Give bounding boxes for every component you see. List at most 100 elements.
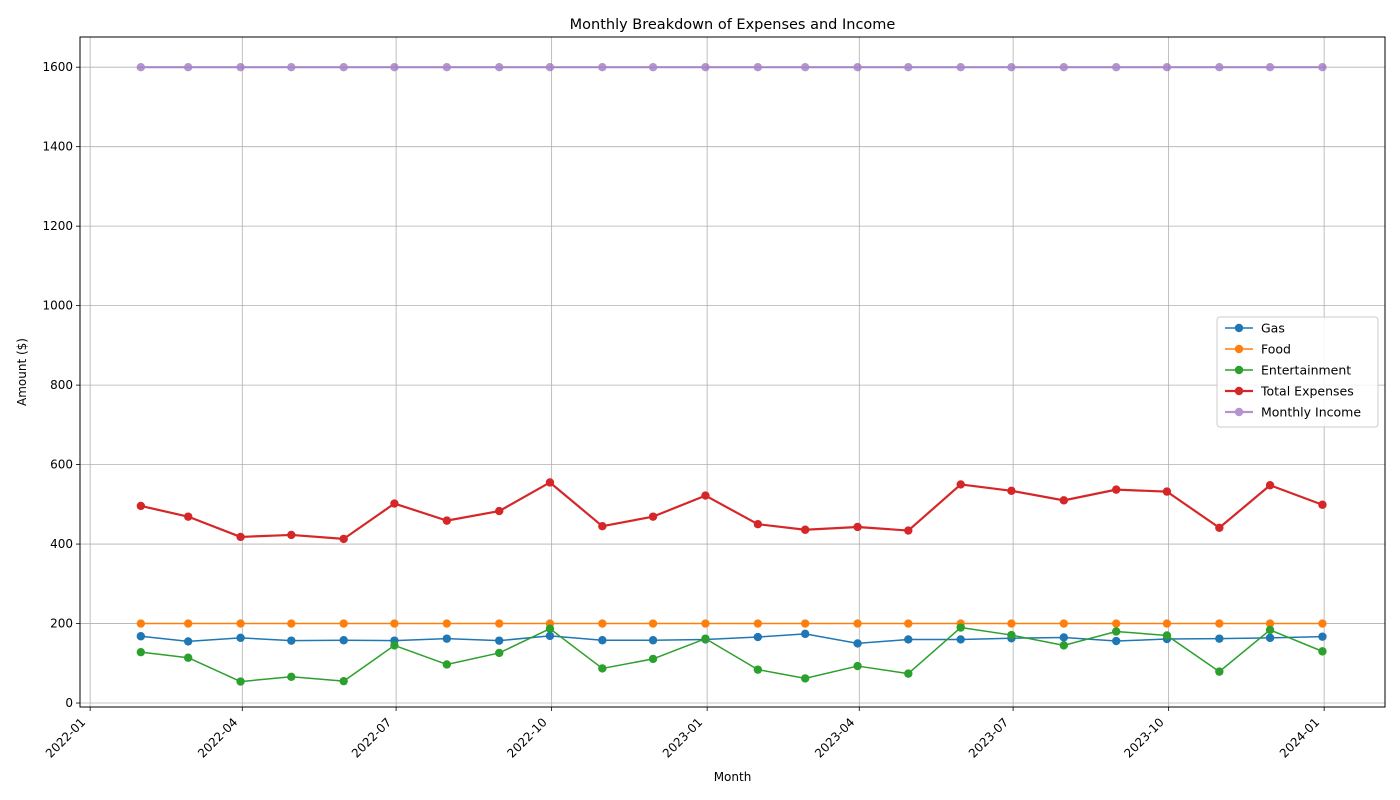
data-point bbox=[495, 648, 504, 658]
data-point bbox=[1215, 619, 1224, 628]
data-point bbox=[1318, 500, 1327, 509]
x-tick-label: 2022-10 bbox=[504, 715, 549, 760]
data-point bbox=[287, 62, 296, 72]
x-tick-label: 2023-01 bbox=[660, 715, 705, 760]
legend-label: Total Expenses bbox=[1260, 384, 1354, 399]
data-point bbox=[495, 506, 504, 516]
series-food bbox=[136, 619, 1327, 628]
data-point bbox=[442, 660, 452, 669]
y-tick-label: 600 bbox=[50, 458, 73, 472]
data-point bbox=[183, 62, 193, 72]
data-point bbox=[648, 619, 658, 628]
data-point bbox=[904, 635, 913, 644]
data-point bbox=[339, 636, 348, 645]
legend-swatch-marker bbox=[1234, 344, 1244, 354]
x-tick-label: 2022-01 bbox=[43, 715, 88, 760]
data-point bbox=[1112, 485, 1121, 494]
data-point bbox=[442, 619, 452, 628]
data-point bbox=[236, 633, 245, 643]
data-point bbox=[648, 62, 658, 72]
x-axis-ticks: 2022-01 2022-04 2022-07 2022-10 2023-01 2023-… bbox=[43, 707, 1325, 761]
y-tick-label: 1400 bbox=[42, 140, 73, 154]
x-tick-label: 2024-01 bbox=[1277, 715, 1322, 760]
legend-label: Gas bbox=[1261, 321, 1285, 336]
data-point bbox=[1059, 633, 1069, 642]
data-point bbox=[136, 632, 146, 641]
data-point bbox=[183, 653, 193, 662]
data-point bbox=[339, 534, 348, 544]
data-point bbox=[390, 62, 399, 72]
data-point bbox=[545, 631, 555, 641]
data-point bbox=[545, 624, 555, 633]
data-point bbox=[136, 501, 146, 511]
x-axis-label: Month bbox=[714, 770, 752, 784]
data-point bbox=[753, 619, 763, 628]
data-point bbox=[853, 62, 862, 72]
x-tick-label: 2022-07 bbox=[349, 715, 394, 760]
legend-label: Food bbox=[1261, 342, 1291, 357]
data-point bbox=[236, 677, 245, 686]
data-point bbox=[1007, 619, 1016, 628]
data-point bbox=[1162, 62, 1172, 72]
data-point bbox=[598, 619, 607, 628]
data-point bbox=[904, 62, 913, 72]
data-point bbox=[442, 62, 452, 72]
data-point bbox=[598, 521, 607, 531]
y-tick-label: 1200 bbox=[42, 219, 73, 233]
data-point bbox=[236, 619, 245, 628]
data-point bbox=[598, 62, 607, 72]
data-point bbox=[1265, 62, 1275, 72]
data-point bbox=[853, 639, 862, 648]
x-tick-label: 2023-04 bbox=[812, 715, 857, 760]
data-point bbox=[390, 499, 399, 508]
data-point bbox=[495, 62, 504, 72]
data-point bbox=[753, 520, 763, 529]
y-tick-label: 800 bbox=[50, 378, 73, 392]
series-layer bbox=[136, 62, 1327, 686]
data-point bbox=[853, 522, 862, 532]
data-point bbox=[183, 512, 193, 521]
data-point bbox=[1265, 625, 1275, 635]
data-point bbox=[1162, 487, 1172, 496]
data-point bbox=[956, 480, 965, 489]
y-tick-label: 0 bbox=[65, 696, 73, 710]
data-point bbox=[1265, 633, 1275, 643]
legend-swatch-marker bbox=[1234, 386, 1244, 396]
data-point bbox=[1059, 62, 1069, 72]
data-point bbox=[136, 619, 146, 628]
data-point bbox=[1112, 62, 1121, 72]
legend-swatch-marker bbox=[1234, 365, 1244, 375]
data-point bbox=[753, 632, 763, 642]
data-point bbox=[753, 62, 763, 72]
legend: Gas Food Entertainment Total Expenses Monthl… bbox=[1216, 316, 1379, 428]
data-point bbox=[495, 619, 504, 628]
data-point bbox=[853, 661, 862, 671]
data-point bbox=[701, 634, 710, 643]
series-entertainment bbox=[136, 623, 1327, 686]
data-point bbox=[800, 674, 810, 683]
legend-swatch-marker bbox=[1234, 407, 1244, 417]
series-gas bbox=[136, 629, 1327, 648]
data-point bbox=[287, 636, 296, 645]
data-point bbox=[648, 654, 658, 664]
data-point bbox=[1112, 627, 1121, 636]
data-point bbox=[701, 619, 710, 628]
legend-item bbox=[1225, 323, 1253, 333]
data-point bbox=[287, 672, 296, 681]
data-point bbox=[136, 62, 146, 72]
data-point bbox=[287, 619, 296, 628]
data-point bbox=[701, 491, 710, 500]
data-point bbox=[339, 676, 348, 686]
y-axis-ticks: 0 200 400 600 800 1000 1200 1400 1600 bbox=[42, 60, 80, 710]
data-point bbox=[442, 516, 452, 525]
x-tick-label: 2022-04 bbox=[195, 715, 240, 760]
data-point bbox=[956, 623, 965, 632]
series-line bbox=[140, 481, 1323, 541]
series-line bbox=[140, 626, 1323, 683]
data-point bbox=[495, 636, 504, 645]
data-point bbox=[956, 62, 965, 72]
x-tick-label: 2023-07 bbox=[966, 715, 1011, 760]
data-point bbox=[800, 525, 810, 534]
data-point bbox=[598, 664, 607, 673]
